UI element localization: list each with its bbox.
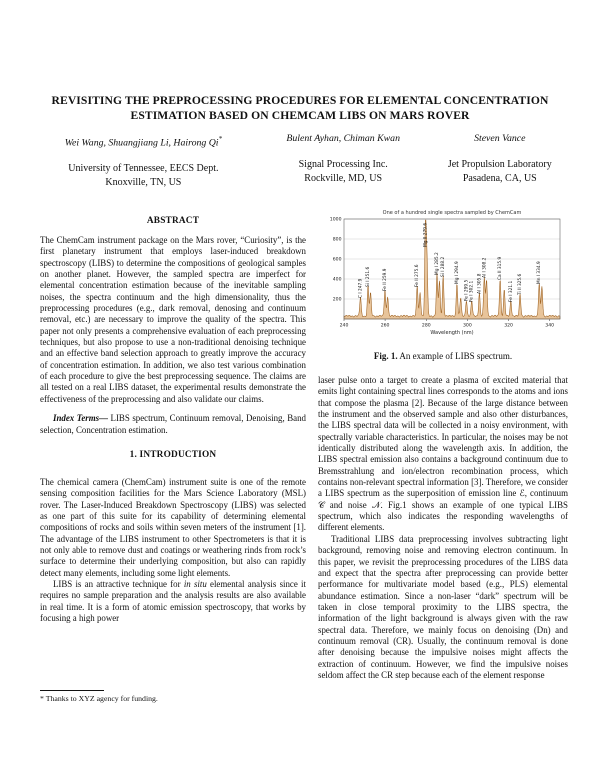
index-terms-body: LIBS spectrum, Continuum removal, Denois…	[40, 413, 306, 435]
intro-paragraph-2: LIBS is an attractive technique for in s…	[40, 579, 306, 624]
index-terms: Index Terms— LIBS spectrum, Continuum re…	[40, 413, 306, 436]
svg-text:260: 260	[381, 323, 390, 329]
abstract-body: The ChemCam instrument package on the Ma…	[40, 235, 306, 404]
paper-title: REVISITING THE PREPROCESSING PROCEDURES …	[30, 93, 570, 123]
author-affiliation: Jet Propulsion Laboratory Pasadena, CA, …	[430, 158, 570, 185]
libs-spectrum-svg: 200 400 600 800 1000 240 260 280 300 320 340 C I 24…	[330, 210, 561, 336]
svg-text:Fe II 259.9: Fe II 259.9	[382, 268, 388, 291]
svg-text:Wavelength (nm): Wavelength (nm)	[430, 330, 473, 336]
left-column: ABSTRACT The ChemCam instrument package …	[40, 216, 306, 624]
right-paragraph-1: laser pulse onto a target to create a pl…	[318, 375, 568, 533]
svg-text:Al I 308.2: Al I 308.2	[481, 257, 487, 278]
svg-text:320: 320	[504, 323, 513, 329]
author-name-text: Bulent Ayhan, Chiman Kwan	[286, 133, 400, 144]
right-column: 200 400 600 800 1000 240 260 280 300 320 340 C I 24…	[318, 205, 568, 681]
author-block: Steven Vance Jet Propulsion Laboratory P…	[430, 133, 570, 189]
svg-text:Fe I 321.1: Fe I 321.1	[508, 281, 514, 302]
svg-text:Al I 305.8: Al I 305.8	[476, 273, 482, 294]
affiliation-line2: Rockville, MD, US	[304, 172, 383, 184]
affiliation-line1: University of Tennessee, EECS Dept.	[68, 163, 219, 175]
author-name-text: Steven Vance	[474, 133, 526, 144]
paper-title-line2: ESTIMATION BASED ON CHEMCAM LIBS ON MARS…	[130, 109, 470, 122]
svg-text:1000: 1000	[330, 217, 342, 223]
svg-text:300: 300	[463, 323, 472, 329]
svg-text:Mg I 294.9: Mg I 294.9	[454, 261, 460, 284]
author-name-text: Wei Wang, Shuangjiang Li, Hairong Qi	[64, 137, 219, 149]
abstract-heading: ABSTRACT	[146, 216, 200, 226]
intro-paragraph-1: The chemical camera (ChemCam) instrument…	[40, 476, 306, 578]
svg-text:One of a hundred single spectr: One of a hundred single spectra sampled …	[383, 210, 522, 216]
author-names: Wei Wang, Shuangjiang Li, Hairong Qi*	[30, 133, 257, 149]
intro-p2-pre: LIBS is an attractive technique for	[53, 578, 184, 589]
right-paragraph-2: Traditional LIBS data preprocessing invo…	[318, 533, 568, 680]
paper-title-line1: REVISITING THE PREPROCESSING PROCEDURES …	[51, 94, 549, 107]
svg-text:Fe I 302.1: Fe I 302.1	[469, 281, 475, 302]
author-affiliation: University of Tennessee, EECS Dept. Knox…	[30, 162, 257, 189]
affiliation-line2: Knoxville, TN, US	[105, 176, 182, 188]
svg-text:Fe I 299.5: Fe I 299.5	[463, 280, 469, 301]
section-heading-introduction: 1. INTRODUCTION	[129, 449, 217, 460]
author-names: Steven Vance	[430, 133, 570, 145]
svg-text:Mg II 279.6: Mg II 279.6	[423, 223, 429, 247]
svg-text:Mg I 285.2: Mg I 285.2	[434, 252, 440, 275]
authors-row: Wei Wang, Shuangjiang Li, Hairong Qi* Un…	[30, 133, 570, 189]
footnote: * Thanks to XYZ agency for funding.	[40, 690, 306, 704]
svg-text:400: 400	[333, 277, 342, 283]
svg-text:Si I 288.2: Si I 288.2	[440, 257, 446, 277]
svg-text:340: 340	[545, 323, 554, 329]
svg-text:Si I 251.6: Si I 251.6	[365, 267, 371, 287]
svg-text:600: 600	[333, 257, 342, 263]
footnote-rule	[40, 690, 104, 691]
figure-caption-text: An example of LIBS spectrum.	[397, 351, 513, 361]
intro-p2-post: elemental analysis since it requires no …	[40, 578, 306, 623]
author-block: Wei Wang, Shuangjiang Li, Hairong Qi* Un…	[30, 133, 257, 189]
author-names: Bulent Ayhan, Chiman Kwan	[257, 133, 430, 145]
intro-p2-italic-term: in situ	[183, 578, 207, 589]
svg-text:Ca II 315.9: Ca II 315.9	[497, 257, 503, 280]
affiliation-line1: Signal Processing Inc.	[298, 159, 388, 170]
svg-text:800: 800	[333, 237, 342, 243]
svg-text:Ti II 325.6: Ti II 325.6	[517, 273, 523, 296]
index-terms-label: Index Terms—	[53, 413, 108, 424]
figure-caption-label: Fig. 1.	[373, 351, 398, 361]
affiliation-line2: Pasadena, CA, US	[462, 172, 537, 184]
svg-text:200: 200	[333, 297, 342, 303]
author-affiliation: Signal Processing Inc. Rockville, MD, US	[257, 158, 430, 185]
libs-spectrum-figure: 200 400 600 800 1000 240 260 280 300 320 340 C I 24…	[318, 205, 568, 361]
affiliation-line1: Jet Propulsion Laboratory	[447, 159, 552, 170]
author-footnote-mark: *	[218, 135, 223, 143]
footnote-text: * Thanks to XYZ agency for funding.	[40, 694, 158, 703]
svg-text:240: 240	[340, 323, 349, 329]
svg-text:280: 280	[422, 323, 431, 329]
author-block: Bulent Ayhan, Chiman Kwan Signal Process…	[257, 133, 430, 189]
svg-text:C I 247.9: C I 247.9	[358, 278, 364, 298]
svg-text:Mn I 334.9: Mn I 334.9	[536, 261, 542, 284]
figure-caption: Fig. 1. An example of LIBS spectrum.	[318, 351, 568, 361]
svg-text:Fe II 275.6: Fe II 275.6	[414, 264, 420, 287]
